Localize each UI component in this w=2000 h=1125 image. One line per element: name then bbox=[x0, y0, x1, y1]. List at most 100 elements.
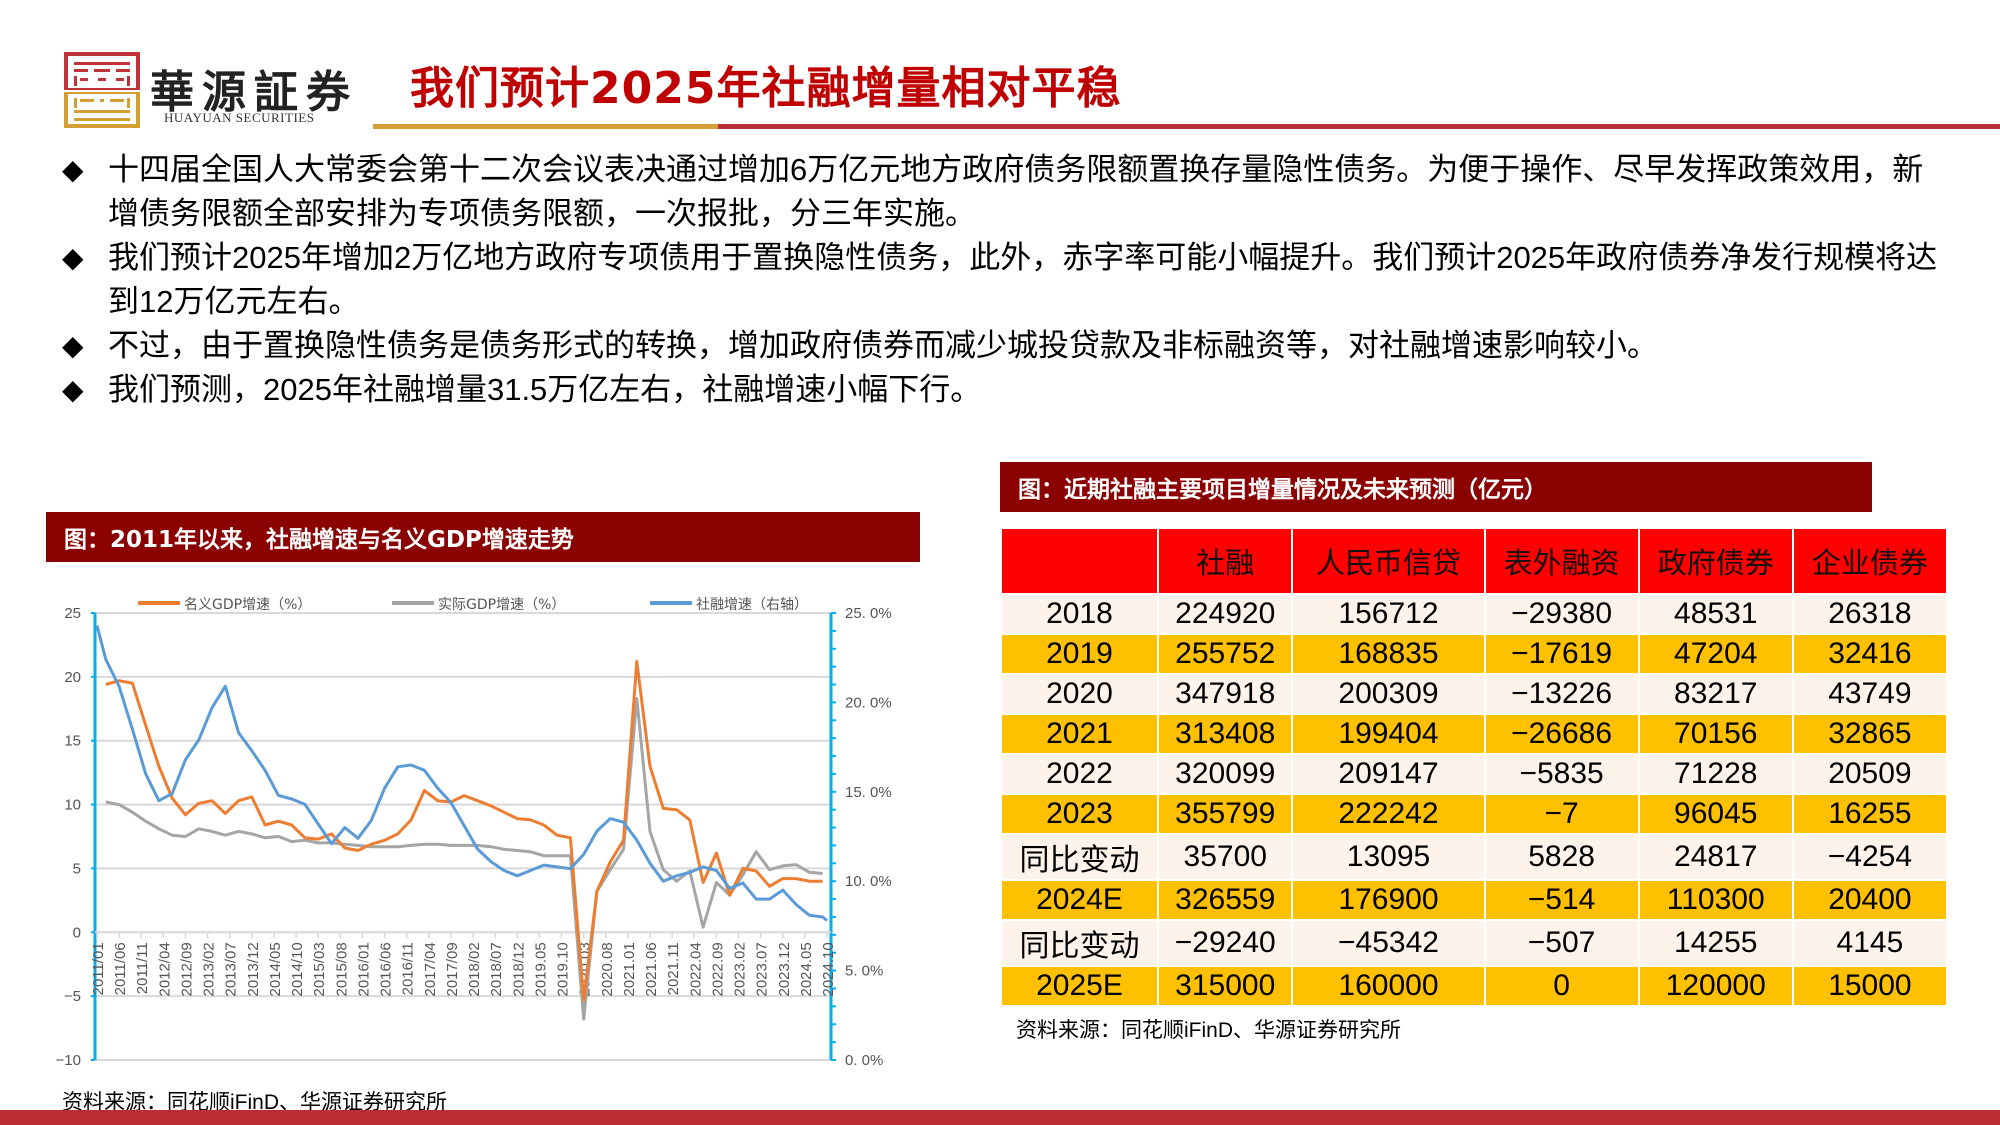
table-cell: 48531 bbox=[1637, 593, 1794, 635]
x-tick-label: 2011/06 bbox=[112, 942, 129, 995]
title-rule-red bbox=[718, 124, 2000, 129]
x-tick-label: 2013/02 bbox=[201, 942, 218, 996]
table-row: 2019 255752 168835 −17619 47204 32416 bbox=[1000, 633, 1949, 675]
table-cell: 83217 bbox=[1637, 673, 1794, 715]
y-tick-label: 5 bbox=[73, 860, 81, 877]
table-cell: 199404 bbox=[1291, 713, 1486, 755]
table-cell: 222242 bbox=[1291, 793, 1486, 835]
series-line bbox=[105, 697, 823, 1021]
x-tick-label: 2015/03 bbox=[311, 942, 328, 996]
bullet-list: ◆ 十四届全国人大常委会第十二次会议表决通过增加6万亿元地方政府债务限额置换存量… bbox=[62, 148, 1952, 412]
y2-tick-label: 5. 0% bbox=[845, 963, 883, 980]
table-cell: 209147 bbox=[1291, 753, 1486, 795]
x-tick-label: 2011/01 bbox=[90, 942, 107, 995]
table-cell: 176900 bbox=[1291, 879, 1486, 921]
series-line bbox=[95, 625, 828, 922]
x-tick-label: 2024.10 bbox=[820, 942, 837, 996]
y2-tick-label: 25. 0% bbox=[845, 605, 892, 622]
series-line bbox=[105, 660, 823, 1002]
bullet-item: ◆ 不过，由于置换隐性债务是债务形式的转换，增加政府债券而减少城投贷款及非标融资… bbox=[62, 324, 1952, 368]
company-logo bbox=[64, 52, 140, 128]
bullet-text: 十四届全国人大常委会第十二次会议表决通过增加6万亿元地方政府债务限额置换存量隐性… bbox=[108, 152, 1924, 231]
bullet-text: 我们预测，2025年社融增量31.5万亿左右，社融增速小幅下行。 bbox=[108, 372, 982, 407]
table-cell: 4145 bbox=[1791, 919, 1949, 967]
y-tick-label: 25 bbox=[64, 605, 81, 622]
table-cell: −29380 bbox=[1483, 593, 1640, 635]
table-row: 2024E 326559 176900 −514 110300 20400 bbox=[1000, 879, 1949, 921]
row-label: 2021 bbox=[1000, 713, 1159, 755]
x-tick-label: 2018/02 bbox=[466, 942, 483, 996]
table-row: 同比变动 −29240 −45342 −507 14255 4145 bbox=[1000, 919, 1949, 967]
x-tick-label: 2023.12 bbox=[776, 942, 793, 996]
y-tick-label: 0 bbox=[73, 924, 81, 941]
bullet-item: ◆ 我们预测，2025年社融增量31.5万亿左右，社融增速小幅下行。 bbox=[62, 368, 1952, 412]
table-source-note: 资料来源：同花顺iFinD、华源证券研究所 bbox=[1016, 1019, 1402, 1042]
x-tick-label: 2014/10 bbox=[289, 942, 306, 996]
table-cell: 32416 bbox=[1791, 633, 1949, 675]
chart-title-bar: 图：2011年以来，社融增速与名义GDP增速走势 bbox=[46, 512, 920, 562]
table-cell: 255752 bbox=[1156, 633, 1294, 675]
table-cell: 43749 bbox=[1791, 673, 1949, 715]
x-tick-label: 2023.02 bbox=[732, 942, 749, 996]
y-tick-label: 15 bbox=[64, 733, 81, 750]
bullet-text: 不过，由于置换隐性债务是债务形式的转换，增加政府债券而减少城投贷款及非标融资等，… bbox=[108, 328, 1658, 363]
x-tick-label: 2011/11 bbox=[134, 942, 151, 994]
diamond-icon: ◆ bbox=[62, 242, 84, 273]
chart-source-note: 资料来源：同花顺iFinD、华源证券研究所 bbox=[62, 1091, 448, 1114]
x-tick-label: 2014/05 bbox=[267, 942, 284, 996]
x-tick-label: 2016/01 bbox=[355, 942, 372, 996]
legend-label: 社融增速（右轴） bbox=[696, 597, 808, 613]
x-tick-label: 2024.05 bbox=[798, 942, 815, 996]
diamond-icon: ◆ bbox=[62, 154, 84, 185]
row-label: 2020 bbox=[1000, 673, 1159, 715]
x-tick-label: 2022.04 bbox=[687, 942, 704, 996]
row-label: 2023 bbox=[1000, 793, 1159, 835]
bullet-item: ◆ 我们预计2025年增加2万亿地方政府专项债用于置换隐性债务，此外，赤字率可能… bbox=[62, 236, 1952, 324]
table-row: 2022 320099 209147 −5835 71228 20509 bbox=[1000, 753, 1949, 795]
table-cell: 71228 bbox=[1637, 753, 1794, 795]
table-row: 2018 224920 156712 −29380 48531 26318 bbox=[1000, 593, 1949, 635]
table-cell: 47204 bbox=[1637, 633, 1794, 675]
column-header: 政府债券 bbox=[1637, 527, 1794, 595]
column-header bbox=[1000, 527, 1159, 595]
table-cell: 14255 bbox=[1637, 919, 1794, 967]
table-title-bar: 图：近期社融主要项目增量情况及未来预测（亿元） bbox=[1000, 462, 1872, 512]
table-cell: −17619 bbox=[1483, 633, 1640, 675]
table-cell: 96045 bbox=[1637, 793, 1794, 835]
bullet-item: ◆ 十四届全国人大常委会第十二次会议表决通过增加6万亿元地方政府债务限额置换存量… bbox=[62, 148, 1952, 236]
y-tick-label: 20 bbox=[64, 669, 81, 686]
row-label: 同比变动 bbox=[1000, 833, 1159, 881]
table-cell: 224920 bbox=[1156, 593, 1294, 635]
x-tick-label: 2023.07 bbox=[754, 942, 771, 996]
table-cell: −4254 bbox=[1791, 833, 1949, 881]
table-cell: −514 bbox=[1483, 879, 1640, 921]
table-row: 同比变动 35700 13095 5828 24817 −4254 bbox=[1000, 833, 1949, 881]
table-cell: 355799 bbox=[1156, 793, 1294, 835]
brand-name-en: HUAYUAN SECURITIES bbox=[164, 110, 315, 125]
table-cell: −29240 bbox=[1156, 919, 1294, 967]
table-cell: −13226 bbox=[1483, 673, 1640, 715]
diamond-icon: ◆ bbox=[62, 330, 84, 361]
table-cell: 110300 bbox=[1637, 879, 1794, 921]
chart-legend: 名义GDP增速（%） 实际GDP增速（%） 社融增速（右轴） bbox=[138, 597, 808, 613]
row-label: 2025E bbox=[1000, 965, 1159, 1007]
x-tick-label: 2018/12 bbox=[510, 942, 527, 996]
y2-tick-label: 15. 0% bbox=[845, 784, 892, 801]
table-cell: −7 bbox=[1483, 793, 1640, 835]
row-label: 同比变动 bbox=[1000, 919, 1159, 967]
table-cell: 200309 bbox=[1291, 673, 1486, 715]
x-tick-label: 2013/12 bbox=[245, 942, 262, 996]
table-cell: 315000 bbox=[1156, 965, 1294, 1007]
legend-label: 实际GDP增速（%） bbox=[438, 597, 565, 613]
diamond-icon: ◆ bbox=[62, 374, 84, 405]
table-cell: −26686 bbox=[1483, 713, 1640, 755]
x-tick-label: 2012/04 bbox=[156, 942, 173, 996]
table-cell: 326559 bbox=[1156, 879, 1294, 921]
table-cell: 70156 bbox=[1637, 713, 1794, 755]
table-cell: 13095 bbox=[1291, 833, 1486, 881]
table-cell: 347918 bbox=[1156, 673, 1294, 715]
x-tick-label: 2021.11 bbox=[665, 942, 682, 995]
row-label: 2019 bbox=[1000, 633, 1159, 675]
table-cell: −5835 bbox=[1483, 753, 1640, 795]
x-tick-label: 2021.01 bbox=[621, 942, 638, 996]
